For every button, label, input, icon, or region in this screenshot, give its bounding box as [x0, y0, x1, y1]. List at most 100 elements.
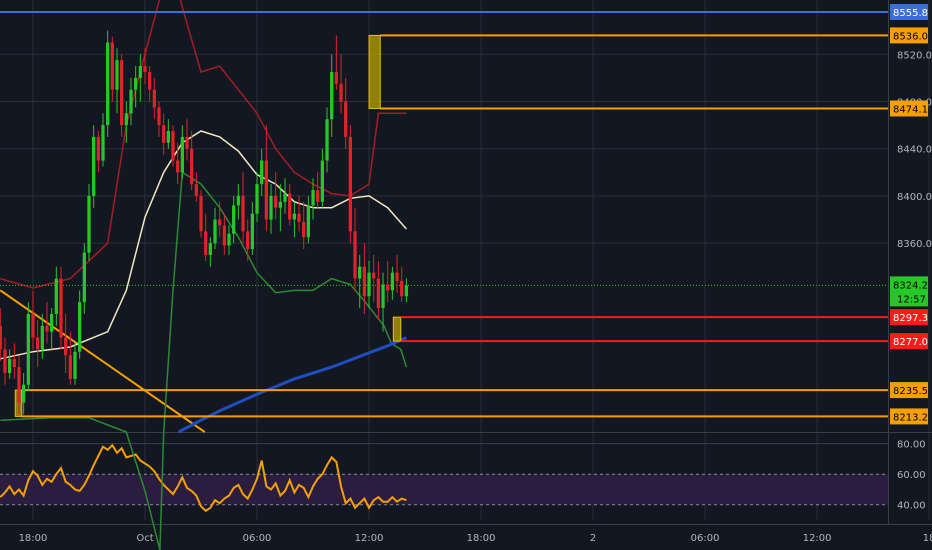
candle-body: [241, 195, 245, 232]
candle-body: [162, 125, 166, 143]
time-tick-label: 12:00: [803, 533, 832, 544]
rsi-pane: [0, 443, 888, 513]
candle-body: [166, 131, 170, 143]
level-tag-label: 8277.0: [893, 337, 928, 348]
candle-body: [194, 184, 198, 196]
level-tag: [890, 100, 928, 117]
candle-body: [78, 302, 82, 352]
level-tag: [890, 333, 928, 350]
rsi-tick-label: 80.00: [897, 440, 926, 451]
level-tag-label: 8536.0: [893, 31, 928, 42]
candle-body: [73, 351, 77, 379]
rsi-line: [0, 443, 407, 513]
candle-body: [26, 313, 30, 385]
price-axis[interactable]: 8360.08400.08440.08480.08520.080.0060.00…: [890, 4, 932, 512]
candle-body: [311, 190, 315, 206]
time-tick-label: 18: [923, 533, 932, 544]
grid: [0, 0, 932, 525]
candle-body: [59, 278, 63, 338]
level-tag-label: 8474.1: [893, 104, 928, 115]
level-tag-label: 8213.2: [893, 412, 928, 423]
candle-body: [302, 221, 306, 238]
candle-body: [12, 358, 16, 368]
candle-body: [246, 231, 250, 250]
candle-body: [152, 89, 156, 108]
level-tag: [890, 382, 928, 399]
level-tag: [890, 309, 928, 326]
candle-body: [297, 213, 301, 222]
candle-body: [250, 213, 254, 250]
candle-body: [3, 349, 7, 373]
candle-body: [390, 272, 395, 291]
candle-body: [199, 195, 203, 232]
candle-body: [292, 213, 296, 220]
candle-body: [264, 160, 268, 220]
rsi-band: [0, 474, 888, 505]
candle-body: [157, 107, 161, 126]
candle-body: [208, 243, 212, 255]
candle-body: [325, 119, 329, 161]
bollinger-upper-line: [0, 0, 407, 289]
time-tick-label: 18:00: [467, 533, 496, 544]
candle-body: [180, 136, 184, 173]
last-price-label: 8324.2: [893, 280, 928, 291]
candle-body: [17, 367, 21, 403]
candle-body: [381, 284, 385, 309]
candle-body: [96, 136, 100, 161]
zone-box: [392, 316, 402, 342]
price-tick-label: 8400.0: [897, 192, 932, 203]
level-tag-label: 8555.8: [893, 8, 928, 19]
candle-body: [306, 205, 310, 238]
candle-body: [110, 42, 114, 90]
candle-body: [278, 201, 282, 208]
candle-body: [376, 278, 381, 309]
candle-body: [400, 280, 404, 297]
rsi-tick-label: 60.00: [897, 470, 926, 481]
candle-body: [227, 233, 231, 246]
candle-body: [138, 66, 142, 78]
candle-body: [106, 42, 110, 126]
candle-body: [334, 72, 339, 84]
time-axis[interactable]: 18:00 Oct 06:00 12:00 18:00 2 06:00 12:00 18: [19, 533, 932, 544]
candle-body: [54, 278, 58, 314]
candle-body: [260, 160, 264, 185]
candle-body: [36, 337, 40, 350]
zone-box: [368, 34, 381, 109]
candle-body: [386, 284, 390, 291]
candle-body: [92, 136, 96, 196]
candle-body: [134, 77, 138, 90]
time-tick-label: 06:00: [691, 533, 720, 544]
candle-body: [22, 384, 26, 403]
rsi-tick-label: 40.00: [897, 501, 926, 512]
candle-body: [143, 66, 147, 72]
candle-body: [45, 325, 49, 332]
candle-body: [330, 72, 334, 120]
candle-body: [269, 195, 273, 220]
candle-body: [283, 193, 287, 202]
candle-body: [185, 136, 189, 149]
level-tag-label: 8235.5: [893, 386, 928, 397]
candle-body: [204, 231, 208, 255]
candle-body: [82, 252, 86, 303]
candle-body: [101, 125, 105, 161]
candle-body: [68, 355, 72, 379]
candle-body: [0, 325, 2, 350]
candle-body: [288, 193, 292, 220]
candle-body: [348, 136, 353, 232]
candle-body: [358, 266, 362, 279]
candle-body: [171, 131, 175, 161]
candle-body: [129, 89, 133, 114]
time-tick-label: 2: [590, 533, 596, 544]
price-tick-label: 8440.0: [897, 145, 932, 156]
level-tag: [890, 27, 928, 44]
level-tag-label: 8297.3: [893, 313, 928, 324]
candle-body: [367, 272, 371, 297]
candle-body: [395, 272, 399, 281]
candle-body: [148, 72, 152, 90]
candle-body: [255, 184, 259, 214]
candle-body: [344, 101, 348, 137]
candle-body: [316, 190, 320, 202]
price-tick-label: 8520.0: [897, 50, 932, 61]
